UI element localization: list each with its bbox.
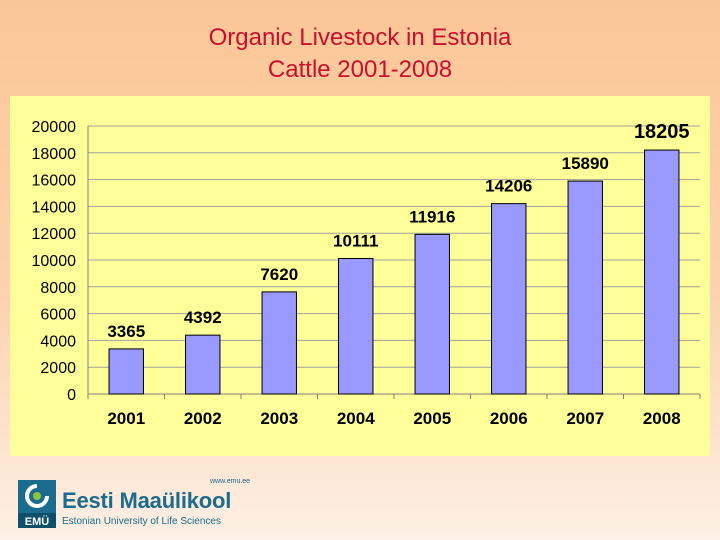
x-tick-label: 2002 (184, 409, 222, 428)
data-label-2003: 7620 (260, 265, 298, 284)
y-tick-label: 20000 (32, 119, 77, 136)
title-line-2: Cattle 2001-2008 (267, 56, 453, 83)
y-tick-label: 6000 (40, 307, 76, 324)
bar-2003 (261, 291, 297, 395)
title-line-1: Organic Livestock in Estonia (208, 24, 512, 51)
bar-2008 (644, 149, 680, 395)
x-tick-label: 2004 (337, 409, 375, 428)
slide-title: Organic Livestock in Estonia Cattle 2001… (0, 22, 720, 86)
data-label-2008: 18205 (634, 121, 690, 143)
logo-subtitle: Estonian University of Life Sciences (62, 516, 221, 527)
data-label-2002: 4392 (184, 308, 222, 327)
y-tick-label: 14000 (32, 199, 77, 216)
x-tick-label: 2007 (566, 409, 604, 428)
y-tick-label: 12000 (32, 226, 77, 243)
x-tick-label: 2003 (260, 409, 298, 428)
bar-chart: 0 2000 4000 6000 8000 10000 12000 14000 16000 180… (32, 119, 701, 428)
y-tick-label: 2000 (40, 360, 76, 377)
data-label-2001: 3365 (107, 322, 145, 341)
chart-panel: 0 2000 4000 6000 8000 10000 12000 14000 16000 180… (10, 96, 710, 456)
university-logo[interactable]: www.emu.ee EMÜ Eesti Maaülikool Estonian… (18, 478, 250, 532)
x-tick-label: 2008 (643, 409, 681, 428)
x-tick-label: 2001 (107, 409, 145, 428)
bar-2002 (185, 334, 221, 395)
bar-2004 (338, 258, 374, 395)
y-tick-label: 4000 (40, 333, 76, 350)
data-label-2004: 10111 (333, 232, 378, 251)
data-label-2007: 15890 (562, 154, 609, 173)
y-tick-label: 10000 (32, 253, 77, 270)
y-tick-label: 0 (67, 387, 76, 404)
x-tick-label: 2005 (413, 409, 451, 428)
logo-emblem-icon: EMÜ (18, 480, 56, 528)
logo-url[interactable]: www.emu.ee (210, 478, 251, 485)
bar-2007 (567, 180, 603, 395)
data-label-2006: 14206 (485, 177, 532, 196)
y-tick-label: 18000 (32, 146, 77, 163)
y-tick-label: 8000 (40, 280, 76, 297)
x-tick-label: 2006 (490, 409, 528, 428)
data-label-2005: 11916 (409, 207, 455, 226)
y-tick-label: 16000 (32, 173, 77, 190)
logo-name: Eesti Maaülikool (62, 488, 232, 513)
bar-2001 (108, 348, 144, 395)
bar-2006 (491, 203, 527, 395)
bar-2005 (414, 233, 450, 395)
logo-mark-text: EMÜ (25, 515, 50, 528)
